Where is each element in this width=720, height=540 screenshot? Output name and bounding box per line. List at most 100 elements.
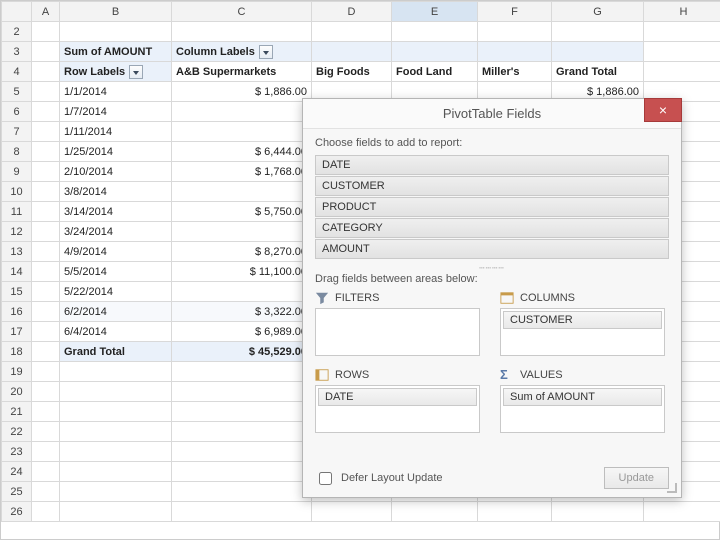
cell[interactable]: $ 6,989.00 [172, 322, 312, 342]
defer-layout-checkbox[interactable]: Defer Layout Update [315, 469, 443, 488]
cell[interactable]: 1/1/2014 [60, 82, 172, 102]
row-header[interactable]: 9 [2, 162, 32, 182]
row-header[interactable]: 18 [2, 342, 32, 362]
cell[interactable] [32, 102, 60, 122]
cell[interactable]: 5/5/2014 [60, 262, 172, 282]
close-button[interactable]: × [644, 98, 682, 122]
col-header[interactable]: C [172, 2, 312, 22]
cell[interactable]: Sum of AMOUNT [60, 42, 172, 62]
row-header[interactable]: 21 [2, 402, 32, 422]
cell[interactable]: $ 1,886.00 [172, 82, 312, 102]
cell[interactable] [60, 402, 172, 422]
cell[interactable] [32, 502, 60, 522]
cell[interactable] [644, 502, 720, 522]
cell[interactable] [312, 22, 392, 42]
col-header[interactable]: D [312, 2, 392, 22]
row-header[interactable]: 11 [2, 202, 32, 222]
cell[interactable]: Row Labels [60, 62, 172, 82]
cell[interactable] [32, 462, 60, 482]
cell[interactable] [32, 122, 60, 142]
cell[interactable]: $ 8,270.00 [172, 242, 312, 262]
cell[interactable] [32, 242, 60, 262]
cell[interactable] [172, 502, 312, 522]
cell[interactable] [552, 22, 644, 42]
cell[interactable]: Grand Total [60, 342, 172, 362]
cell[interactable] [60, 22, 172, 42]
row-header[interactable]: 10 [2, 182, 32, 202]
area-field-chip[interactable]: Sum of AMOUNT [503, 388, 662, 406]
defer-checkbox-input[interactable] [319, 472, 332, 485]
cell[interactable] [60, 482, 172, 502]
cell[interactable] [32, 282, 60, 302]
cell[interactable] [32, 482, 60, 502]
row-header[interactable]: 26 [2, 502, 32, 522]
field-item[interactable]: PRODUCT [315, 197, 669, 217]
row-header[interactable]: 16 [2, 302, 32, 322]
row-header[interactable]: 6 [2, 102, 32, 122]
row-header[interactable]: 15 [2, 282, 32, 302]
cell[interactable] [172, 282, 312, 302]
cell[interactable]: 4/9/2014 [60, 242, 172, 262]
cell[interactable] [32, 382, 60, 402]
cell[interactable]: $ 5,750.00 [172, 202, 312, 222]
cell[interactable] [172, 422, 312, 442]
cell[interactable] [32, 402, 60, 422]
row-header[interactable]: 2 [2, 22, 32, 42]
filters-dropzone[interactable] [315, 308, 480, 356]
cell[interactable]: 2/10/2014 [60, 162, 172, 182]
cell[interactable]: 1/11/2014 [60, 122, 172, 142]
row-header[interactable]: 23 [2, 442, 32, 462]
cell[interactable]: Miller's [478, 62, 552, 82]
values-dropzone[interactable]: Sum of AMOUNT [500, 385, 665, 433]
cell[interactable] [32, 302, 60, 322]
rows-dropzone[interactable]: DATE [315, 385, 480, 433]
cell[interactable] [32, 62, 60, 82]
cell[interactable] [172, 462, 312, 482]
cell[interactable] [32, 342, 60, 362]
cell[interactable]: 3/14/2014 [60, 202, 172, 222]
row-header[interactable]: 19 [2, 362, 32, 382]
cell[interactable] [172, 22, 312, 42]
cell[interactable] [172, 122, 312, 142]
pane-resize-grip[interactable]: ┄┄┄┄ [315, 265, 669, 273]
cell[interactable] [392, 42, 478, 62]
cell[interactable] [60, 502, 172, 522]
cell[interactable]: A&B Supermarkets [172, 62, 312, 82]
field-item[interactable]: CUSTOMER [315, 176, 669, 196]
cell[interactable] [32, 182, 60, 202]
row-labels-dropdown[interactable] [129, 65, 143, 79]
field-item[interactable]: CATEGORY [315, 218, 669, 238]
row-header[interactable]: 14 [2, 262, 32, 282]
cell[interactable] [644, 62, 720, 82]
cell[interactable] [32, 442, 60, 462]
cell[interactable] [478, 22, 552, 42]
cell[interactable] [392, 22, 478, 42]
pane-title-bar[interactable]: PivotTable Fields × [303, 99, 681, 129]
row-header[interactable]: 8 [2, 142, 32, 162]
col-header[interactable]: B [60, 2, 172, 22]
field-item[interactable]: DATE [315, 155, 669, 175]
column-labels-dropdown[interactable] [259, 45, 273, 59]
cell[interactable]: 6/2/2014 [60, 302, 172, 322]
cell[interactable] [172, 222, 312, 242]
cell[interactable]: 6/4/2014 [60, 322, 172, 342]
cell[interactable] [172, 362, 312, 382]
cell[interactable] [172, 482, 312, 502]
cell[interactable] [552, 502, 644, 522]
area-field-chip[interactable]: DATE [318, 388, 477, 406]
cell[interactable] [478, 42, 552, 62]
row-header[interactable]: 3 [2, 42, 32, 62]
cell[interactable]: 3/24/2014 [60, 222, 172, 242]
cell[interactable] [478, 502, 552, 522]
update-button[interactable]: Update [604, 467, 669, 489]
cell[interactable] [32, 222, 60, 242]
columns-dropzone[interactable]: CUSTOMER [500, 308, 665, 356]
cell[interactable] [32, 82, 60, 102]
cell[interactable]: $ 1,768.00 [172, 162, 312, 182]
col-header[interactable]: G [552, 2, 644, 22]
cell[interactable] [392, 502, 478, 522]
cell[interactable] [172, 402, 312, 422]
row-header[interactable]: 17 [2, 322, 32, 342]
cell[interactable] [644, 42, 720, 62]
cell[interactable] [60, 442, 172, 462]
